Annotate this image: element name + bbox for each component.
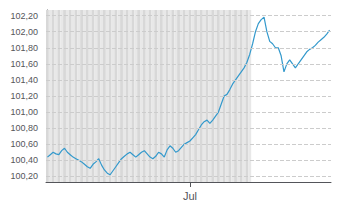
svg-text:100,20: 100,20 xyxy=(10,171,38,181)
svg-text:102,00: 102,00 xyxy=(10,27,38,37)
svg-text:101,20: 101,20 xyxy=(10,91,38,101)
svg-text:102,20: 102,20 xyxy=(10,11,38,21)
svg-text:100,60: 100,60 xyxy=(10,139,38,149)
svg-text:101,40: 101,40 xyxy=(10,75,38,85)
svg-text:100,80: 100,80 xyxy=(10,123,38,133)
svg-text:100,40: 100,40 xyxy=(10,155,38,165)
svg-text:101,60: 101,60 xyxy=(10,59,38,69)
svg-text:Jul: Jul xyxy=(183,190,197,202)
svg-text:101,00: 101,00 xyxy=(10,107,38,117)
svg-text:101,80: 101,80 xyxy=(10,43,38,53)
